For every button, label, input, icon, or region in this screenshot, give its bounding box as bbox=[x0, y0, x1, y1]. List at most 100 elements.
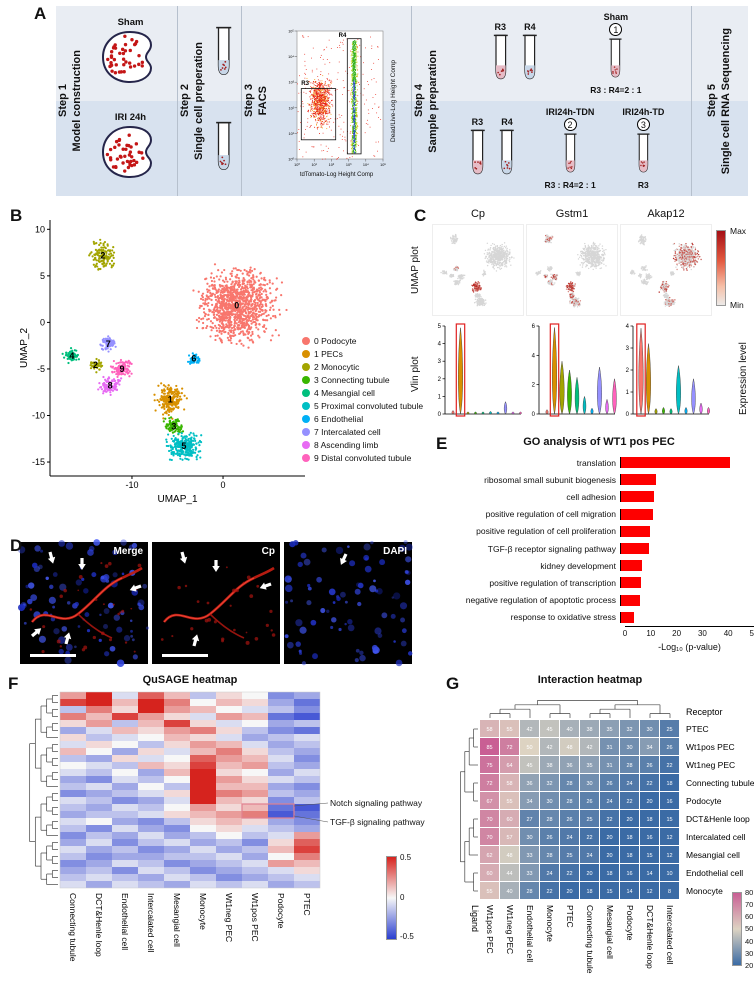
sample-tdn-number: 2 bbox=[563, 118, 577, 131]
facs-xtick: 10⁰ bbox=[294, 163, 300, 167]
interaction-value: 28 bbox=[566, 781, 572, 787]
interaction-value: 16 bbox=[646, 835, 652, 841]
go-bar bbox=[621, 560, 643, 572]
legend-item: 1 PECs bbox=[302, 347, 420, 360]
interaction-value: 30 bbox=[646, 727, 652, 733]
qusage-col-label: Monocyte bbox=[198, 893, 208, 930]
go-x-axis-label: -Log₁₀ (p-value) bbox=[658, 642, 721, 652]
umap-cluster-id: 4 bbox=[69, 351, 74, 361]
go-axis-tick: 0 bbox=[622, 629, 628, 638]
g-colorbar-tick: 50 bbox=[745, 924, 754, 934]
g-row-label: Wt1neg PEC bbox=[686, 760, 735, 770]
merge-image bbox=[17, 539, 150, 667]
violin-ytick: 3 bbox=[438, 359, 442, 365]
go-bar-track bbox=[620, 525, 754, 537]
go-bar bbox=[621, 491, 655, 503]
sample-sham-number: 1 bbox=[609, 23, 623, 36]
interaction-value: 26 bbox=[666, 745, 672, 751]
interaction-value: 70 bbox=[486, 817, 492, 823]
step1-labels: Step 1 Model construction bbox=[56, 6, 84, 196]
legend-swatch bbox=[302, 388, 310, 397]
interaction-value: 18 bbox=[626, 835, 632, 841]
violin-ytick: 6 bbox=[532, 324, 536, 330]
umap-ytick: 10 bbox=[35, 224, 45, 234]
step5-title: Single cell RNA Sequencing bbox=[720, 27, 732, 175]
legend-item: 7 Intercalated cell bbox=[302, 425, 420, 438]
interaction-value: 38 bbox=[586, 727, 592, 733]
go-bar bbox=[621, 611, 635, 623]
facs-xtick: 10⁵ bbox=[380, 163, 386, 167]
interaction-value: 48 bbox=[566, 745, 572, 751]
sample-group-tdn: IRI24h-TDN 2 R3 : R4=2 : 1 bbox=[544, 107, 595, 190]
tube-icon bbox=[493, 34, 508, 79]
violin-plot-gstm1: 0 2 4 6 bbox=[532, 323, 617, 418]
facs-xtick: 10³ bbox=[345, 163, 351, 167]
legend-item: 0 Podocyte bbox=[302, 334, 420, 347]
step3-section: Step 3 FACS 10⁰ 10⁰ 10¹ 10¹ 10² 10² 10³ 10³ 10⁴ 1… bbox=[242, 6, 412, 196]
panel-label-d: D bbox=[10, 536, 23, 555]
tube-r3-label: R3 bbox=[471, 116, 484, 127]
panel-b-umap: 10 5 0 -5 -10 -15 -10 0 UMAP_1 UMAP_2 0 2 4 7 2 9 8 6 1 3 5 … bbox=[8, 204, 423, 536]
kidney-sham-illustration bbox=[99, 29, 163, 90]
umap-cluster-id: 0 bbox=[234, 301, 239, 311]
violin-ytick: 5 bbox=[438, 324, 442, 330]
feature-umap-gstm1 bbox=[526, 224, 618, 316]
interaction-value: 14 bbox=[646, 871, 652, 877]
feature-umap-points bbox=[440, 233, 515, 307]
sample-tdn-ratio: R3 : R4=2 : 1 bbox=[544, 180, 596, 190]
g-row-label: Wt1pos PEC bbox=[686, 742, 735, 752]
legend-swatch bbox=[302, 401, 310, 410]
g-colorbar-tick: 40 bbox=[745, 936, 754, 946]
interaction-value: 24 bbox=[546, 871, 552, 877]
interaction-value: 45 bbox=[526, 763, 532, 769]
go-axis-tick: 50 bbox=[749, 629, 754, 638]
violin-ytick: 4 bbox=[438, 342, 442, 348]
scale-bar bbox=[30, 654, 76, 657]
interaction-value: 57 bbox=[506, 835, 512, 841]
violin-shapes bbox=[545, 327, 617, 415]
tube-td-pooled bbox=[634, 132, 653, 179]
tube-icon bbox=[215, 26, 232, 76]
facs-xaxis-label: tdTomato-Log Height Comp bbox=[299, 171, 374, 178]
gene-header-cp: Cp bbox=[470, 208, 486, 220]
legend-label: 5 Proximal convoluted tubule bbox=[314, 400, 424, 411]
g-col-label: Mesangial cell bbox=[605, 905, 615, 959]
g-col-label: Endothelial cell bbox=[525, 905, 535, 962]
interaction-value: 36 bbox=[526, 781, 532, 787]
go-bar-track bbox=[620, 457, 754, 469]
step4-labels: Step 4 Sample preparation bbox=[412, 6, 440, 196]
interaction-value: 35 bbox=[586, 763, 592, 769]
facs-xtick: 10¹ bbox=[311, 163, 317, 167]
interaction-value: 60 bbox=[486, 871, 492, 877]
colorbar-min-label: Min bbox=[730, 300, 744, 310]
go-term-row: response to oxidative stress bbox=[424, 609, 754, 626]
umap-cluster-points bbox=[61, 238, 288, 462]
violin-ytick: 1 bbox=[626, 390, 630, 396]
g-col-label: DCT&Henle loop bbox=[645, 905, 655, 969]
step2-num: Step 2 bbox=[179, 84, 191, 118]
g-row-label: Monocyte bbox=[686, 886, 723, 896]
step1-num: Step 1 bbox=[57, 84, 69, 118]
go-term-label: negative regulation of apoptotic process bbox=[465, 595, 616, 606]
g-row-label: DCT&Henle loop bbox=[686, 814, 750, 824]
sample-td-name: IRI24h-TD bbox=[622, 107, 665, 117]
dapi-nuclei bbox=[284, 539, 413, 667]
tube-prep-iri bbox=[212, 120, 235, 177]
umap-xlabel: UMAP_1 bbox=[157, 494, 197, 505]
interaction-value: 38 bbox=[546, 763, 552, 769]
legend-item: 4 Mesangial cell bbox=[302, 386, 420, 399]
interaction-value: 18 bbox=[666, 781, 672, 787]
interaction-value: 42 bbox=[526, 727, 532, 733]
go-bar bbox=[621, 457, 731, 469]
interaction-value: 26 bbox=[646, 763, 652, 769]
step1-title: Model construction bbox=[71, 50, 83, 152]
interaction-value: 42 bbox=[586, 745, 592, 751]
facs-ytick: 10² bbox=[288, 106, 294, 110]
interaction-value: 64 bbox=[506, 763, 512, 769]
cp-stain bbox=[162, 566, 275, 639]
panel-f-qusage-heatmap: Connecting tubule DCT&Henle loop Endotheli… bbox=[8, 672, 425, 989]
go-bar-track bbox=[620, 577, 754, 589]
step4-title: Sample preparation bbox=[427, 49, 439, 153]
go-bar-track bbox=[620, 508, 754, 520]
